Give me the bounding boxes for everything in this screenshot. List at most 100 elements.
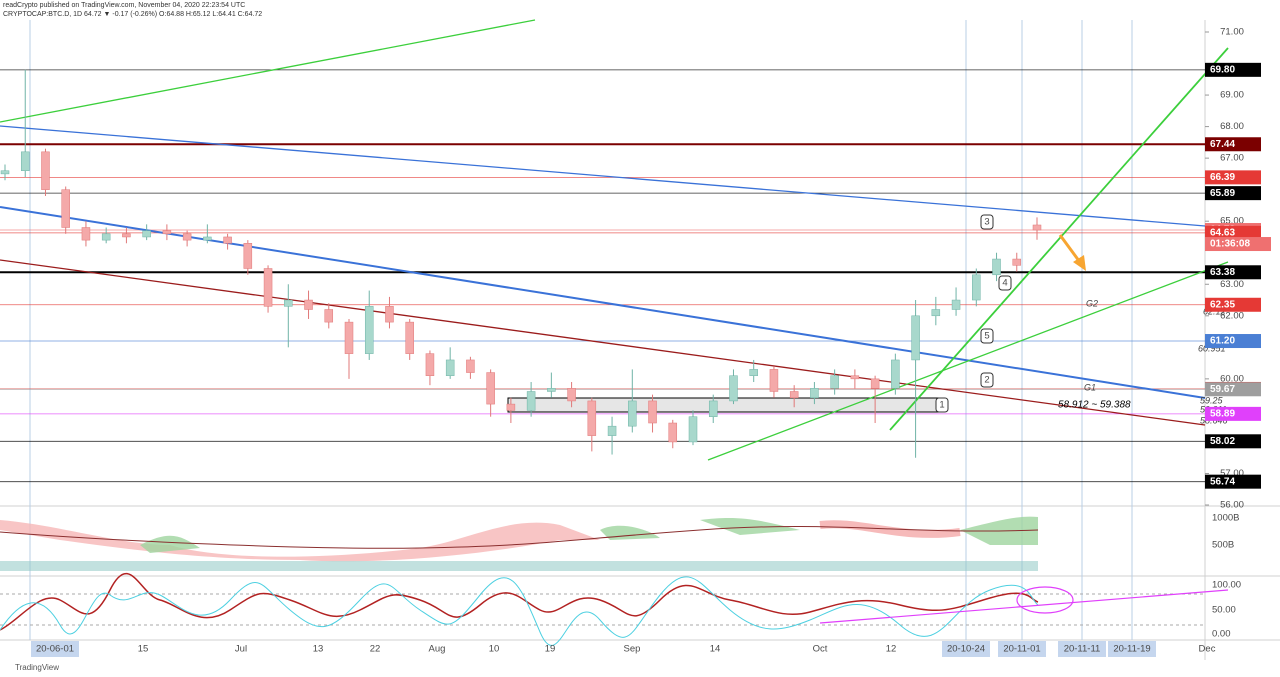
x-tick-label: Dec (1199, 644, 1216, 655)
x-tick-label: 19 (545, 644, 556, 655)
price-tag-label: 66.39 (1210, 172, 1235, 183)
candle-body (61, 189, 70, 228)
candle-body (0, 170, 10, 175)
candle-body (263, 268, 273, 307)
candle-body (284, 299, 293, 307)
symbol-line: CRYPTOCAP:BTC.D, 1D 64.72 ▼ -0.17 (-0.26… (3, 11, 262, 18)
price-tag-label: 56.74 (1210, 476, 1235, 487)
candle-body (344, 321, 354, 354)
y-tick-label: 65.00 (1220, 216, 1244, 227)
axes: 71.00 69.00 68.00 67.00 65.00 63.00 62.00 60.00… (31, 27, 1271, 657)
price-tag (1205, 406, 1261, 421)
y-tick-label: 56.00 (1220, 500, 1244, 511)
candle-body (850, 375, 860, 380)
date-highlight (1058, 641, 1106, 657)
candle-body (445, 359, 455, 376)
x-tick-label: 20-06-01 (36, 644, 74, 655)
x-tick-label: 20-11-19 (1113, 644, 1150, 655)
price-tag-label: 59.67 (1210, 384, 1235, 395)
candle-body (972, 274, 981, 301)
levels (0, 69, 1205, 483)
candle-body (749, 369, 758, 376)
price-tag-label: 64.63 (1210, 228, 1235, 239)
candle-body (668, 422, 678, 443)
x-tick-label: Aug (429, 644, 446, 655)
wave-badge (980, 328, 994, 344)
y-tick-label: 68.00 (1220, 121, 1244, 132)
candle-body (769, 369, 779, 392)
candle-body (830, 375, 839, 389)
candle-body (385, 306, 394, 323)
candle-body (587, 400, 597, 436)
price-tag (1205, 225, 1261, 240)
y-tick-label: 71.00 (1220, 27, 1244, 38)
price-tag (1205, 382, 1261, 397)
x-tick-label: 20-11-11 (1064, 644, 1101, 655)
candle-body (466, 359, 475, 373)
annotation: 58.912 ~ 59.388 (1058, 400, 1131, 411)
y-tick-label: 57.00 (1220, 468, 1244, 479)
oscillator-axis-label: 100.00 (1212, 580, 1241, 591)
x-tick-label: Oct (813, 644, 828, 655)
candle-body (951, 299, 961, 310)
candle-body (182, 233, 192, 241)
trendlines (0, 19, 1229, 461)
candle-body (992, 258, 1001, 276)
candles (0, 69, 1042, 458)
wave-label: 3 (984, 217, 989, 228)
candle-body (607, 425, 617, 436)
candle-body (911, 315, 920, 361)
candle-body (729, 375, 738, 402)
candle-body (628, 400, 637, 427)
candle-body (81, 227, 91, 241)
price-tag-label: 65.89 (1210, 188, 1235, 199)
price-tag-label: 69.80 (1210, 64, 1235, 75)
x-tick-label: Sep (624, 644, 641, 655)
candle-body (891, 359, 900, 389)
volume-axis-label: 1000B (1212, 513, 1239, 524)
oscillator-axis-label: 50.00 (1212, 605, 1236, 616)
candle-body (688, 416, 698, 443)
annotation: 59.25 (1200, 395, 1224, 405)
wave-label: 1 (939, 400, 944, 411)
price-tag-label: 58.02 (1210, 436, 1235, 447)
logo: TradingView (15, 663, 59, 672)
y-tick-label: 60.00 (1220, 373, 1244, 384)
candle-body (1012, 258, 1022, 266)
countdown: 01:36:08 (1210, 239, 1250, 250)
y-tick-label: 67.00 (1220, 153, 1244, 164)
x-tick-label: 20-10-24 (947, 644, 985, 655)
countdown-tag (1205, 237, 1271, 252)
candle-body (41, 151, 50, 190)
price-tag (1205, 434, 1261, 449)
candle-body (567, 388, 576, 402)
candle-body (20, 151, 30, 171)
wave-label: 5 (984, 331, 989, 342)
price-tag (1205, 137, 1261, 152)
volume-axis-label: 500B (1212, 540, 1234, 551)
x-tick-label: 20-11-01 (1003, 644, 1040, 655)
oscillator (0, 572, 1229, 646)
price-tag (1205, 297, 1261, 312)
price-tag-label: 61.20 (1210, 336, 1235, 347)
candle-body (142, 230, 151, 238)
wave-label: 4 (1002, 278, 1007, 289)
x-tick-label: Jul (235, 644, 247, 655)
y-tick-label: 69.00 (1220, 90, 1244, 101)
candle-body (506, 403, 516, 411)
x-tick-label: 12 (886, 644, 897, 655)
candle-body (324, 309, 334, 323)
price-tag-label: 62.35 (1210, 299, 1235, 310)
wave-badge (980, 214, 994, 230)
candle-body (122, 233, 131, 238)
price-tag (1205, 265, 1261, 280)
price-tag (1205, 170, 1261, 185)
date-highlight (1108, 641, 1156, 657)
candle-body (547, 388, 556, 392)
candle-body (304, 299, 313, 310)
wave-label: 2 (984, 375, 989, 386)
wave-badge (935, 397, 949, 413)
cloud-indicator (0, 516, 1039, 571)
